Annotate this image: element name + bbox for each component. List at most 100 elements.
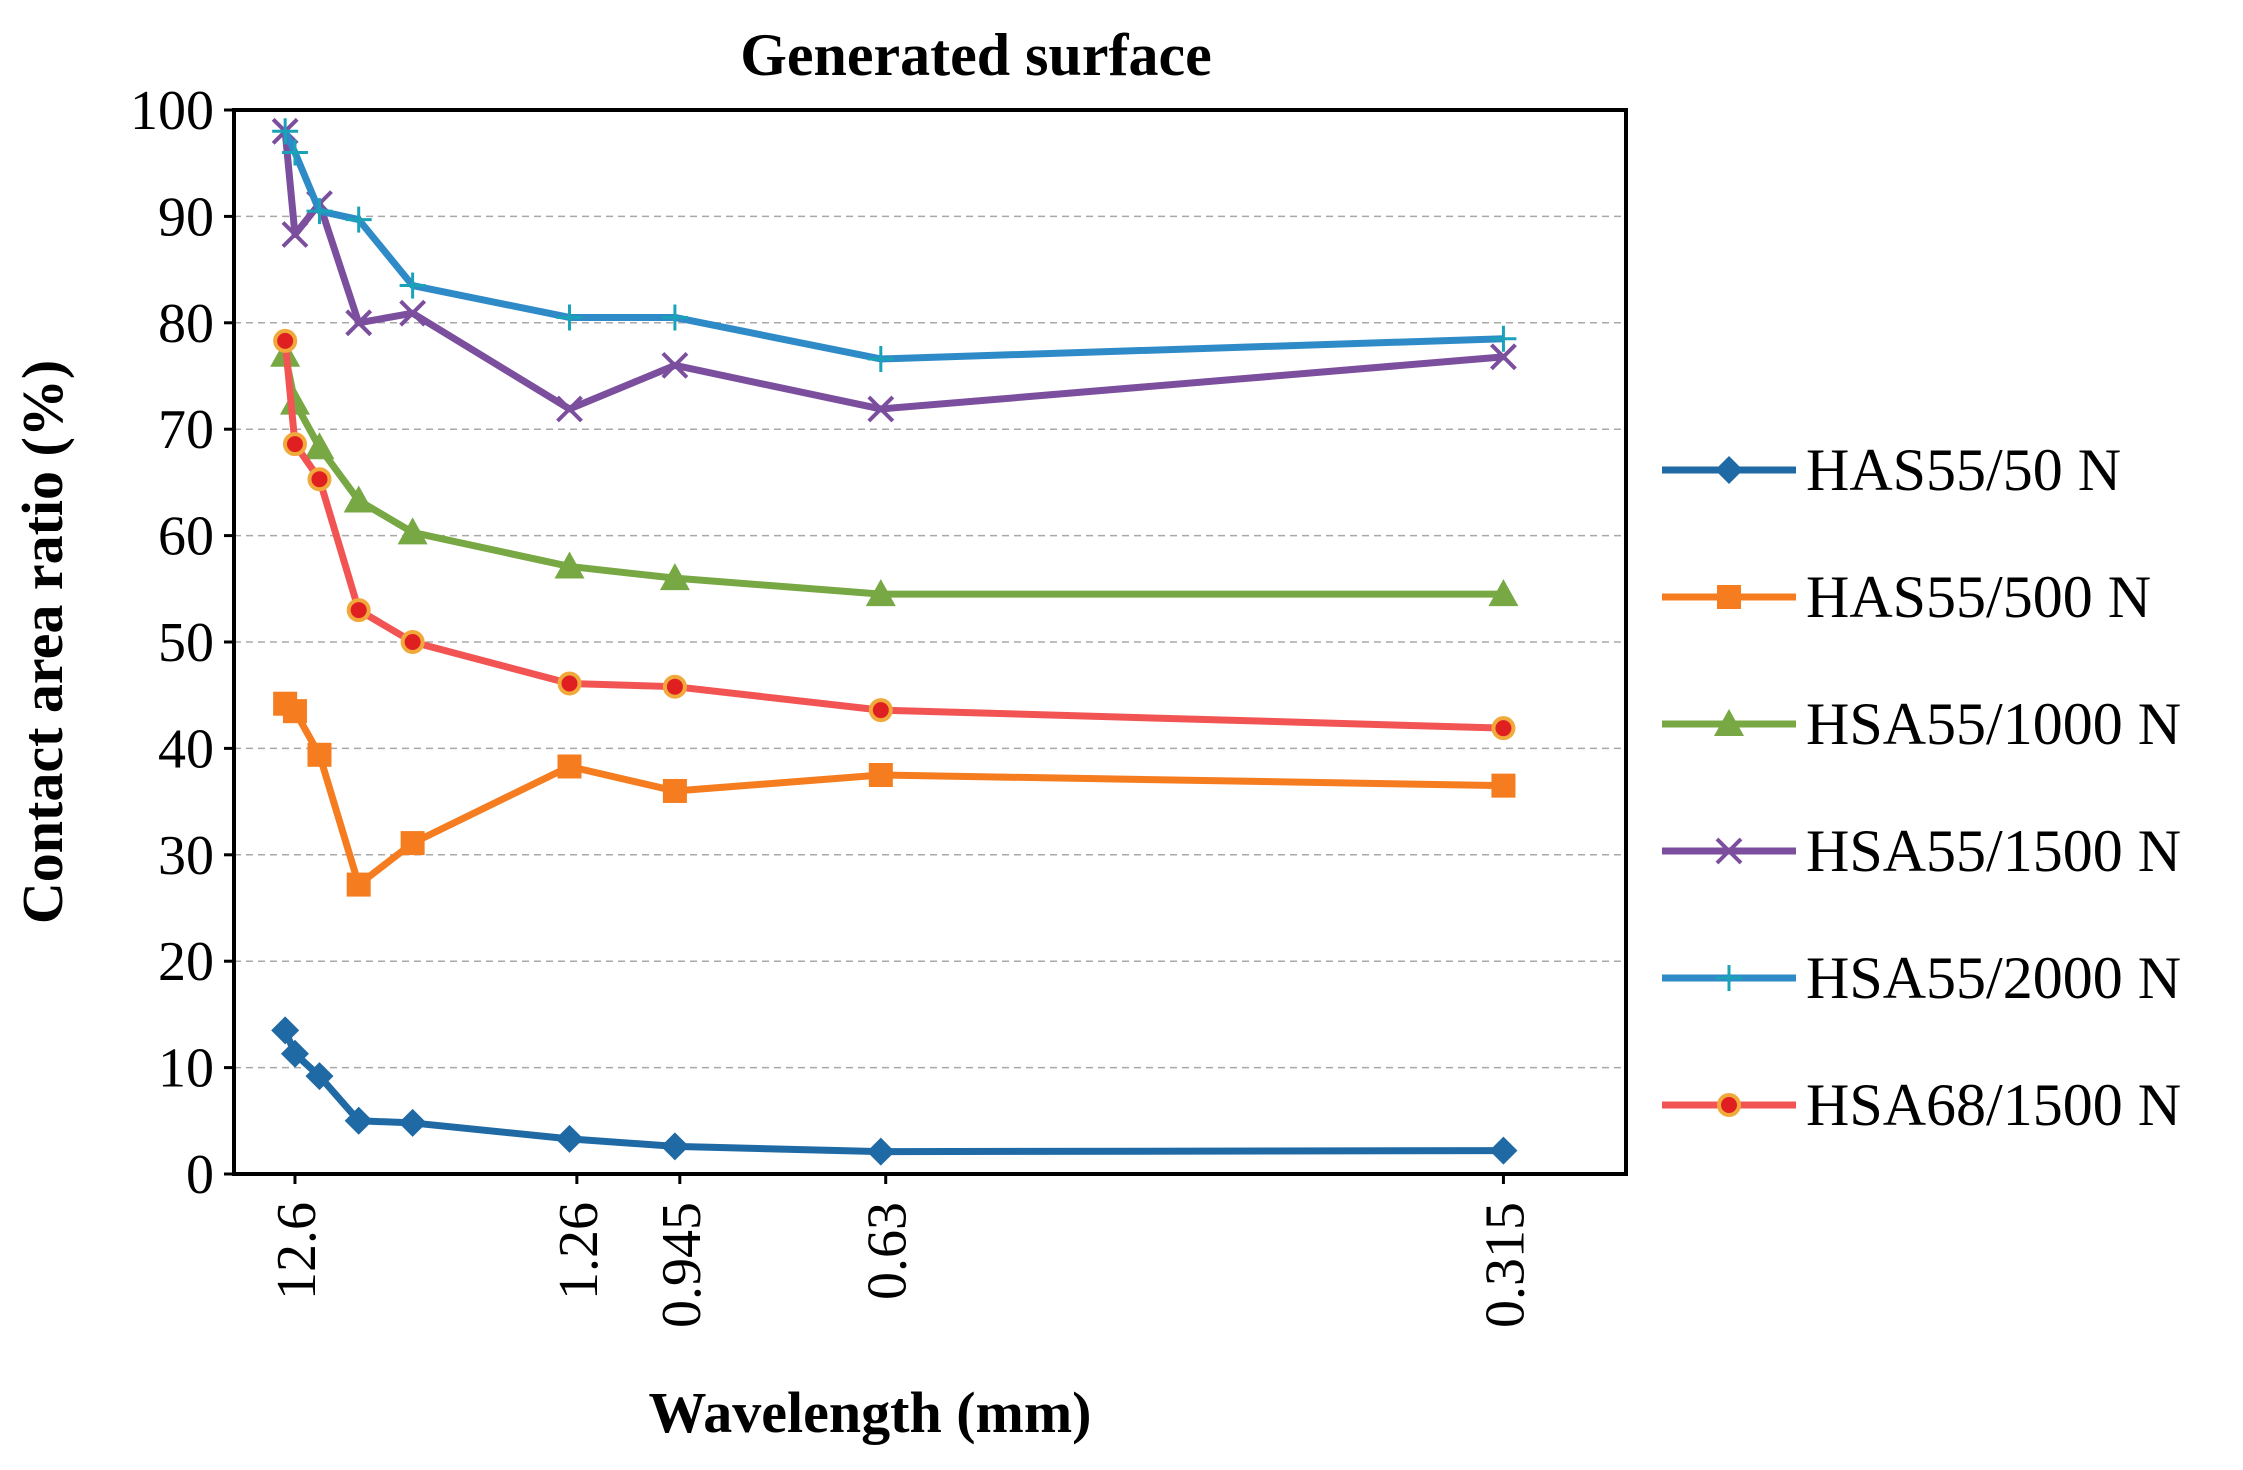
data-point — [556, 395, 583, 423]
data-point — [556, 304, 583, 331]
data-point — [399, 299, 427, 327]
chart-title: Generated surface — [740, 22, 1212, 88]
series-3 — [271, 117, 1517, 423]
y-tick-label: 70 — [158, 399, 214, 461]
data-point — [557, 671, 582, 696]
legend-marker — [1717, 585, 1741, 609]
data-point — [659, 563, 690, 591]
data-point — [398, 1108, 427, 1137]
data-point — [1490, 343, 1517, 371]
data-point — [305, 1062, 334, 1091]
data-point — [867, 395, 895, 423]
legend-label: HAS55/50 N — [1806, 437, 2121, 503]
data-point-stroke — [661, 351, 689, 379]
legend-label: HSA55/2000 N — [1806, 945, 2181, 1011]
data-point — [346, 872, 371, 897]
data-point — [281, 139, 308, 166]
legend: HAS55/50 N HAS55/500 N HSA55/1000 N HSA55/1… — [1662, 437, 2181, 1138]
legend-label: HSA55/1500 N — [1806, 818, 2181, 884]
series-layer — [270, 117, 1519, 1166]
x-tick-label: 0.63 — [857, 1202, 919, 1300]
data-point — [662, 674, 687, 699]
y-tick-label: 20 — [158, 931, 214, 993]
series-0 — [271, 1016, 1518, 1166]
y-tick-label: 30 — [158, 825, 214, 887]
data-point — [272, 118, 299, 145]
data-point — [400, 630, 425, 654]
data-point — [399, 272, 426, 299]
data-point — [866, 1137, 895, 1166]
series-line — [281, 129, 1504, 363]
data-point — [868, 763, 893, 787]
data-point — [1490, 325, 1517, 352]
data-point — [557, 754, 582, 779]
series-1 — [273, 691, 1516, 897]
series-line — [283, 700, 1504, 889]
data-point — [400, 831, 425, 856]
data-point — [1488, 579, 1519, 607]
legend-marker — [1715, 456, 1743, 484]
data-point — [306, 198, 333, 225]
data-point — [867, 345, 894, 372]
x-tick-label: 0.945 — [651, 1202, 713, 1328]
y-tick-label: 90 — [158, 186, 214, 248]
legend-label: HSA68/1500 N — [1806, 1072, 2181, 1138]
data-point — [345, 206, 372, 233]
data-point — [271, 1016, 300, 1045]
data-point — [343, 485, 374, 513]
data-point-stroke — [867, 395, 895, 423]
data-point — [660, 1132, 689, 1161]
data-point — [1491, 773, 1516, 798]
data-point — [868, 698, 893, 723]
series-line — [281, 130, 1504, 413]
data-point — [307, 742, 332, 767]
legend-label: HAS55/500 N — [1806, 564, 2151, 630]
y-tick-label: 0 — [186, 1144, 214, 1206]
legend-marker-stroke — [1715, 837, 1743, 865]
series-2 — [270, 339, 1519, 607]
data-point-stroke — [556, 395, 583, 423]
y-tick-label: 10 — [158, 1038, 214, 1100]
data-point — [1491, 716, 1516, 741]
data-point — [282, 432, 307, 457]
data-point-stroke — [345, 309, 373, 337]
series-line — [281, 1029, 1504, 1156]
series-5 — [273, 328, 1516, 741]
data-point — [307, 467, 332, 492]
data-point — [1489, 1136, 1518, 1165]
y-axis-ticks: 0 10 20 30 40 50 60 70 80 90 100 — [130, 80, 234, 1206]
y-tick-label: 40 — [158, 718, 214, 780]
data-point — [865, 579, 896, 607]
data-point-stroke — [281, 221, 309, 248]
legend-marker — [1715, 837, 1743, 865]
data-point — [344, 1106, 373, 1135]
grid-lines — [234, 215, 1626, 1069]
legend-marker — [1717, 1093, 1741, 1117]
data-point — [662, 778, 687, 803]
series-4 — [272, 118, 1517, 372]
data-point — [346, 598, 371, 623]
legend-label: HSA55/1000 N — [1806, 691, 2181, 757]
data-point — [661, 304, 688, 331]
data-point — [661, 351, 689, 379]
data-point — [273, 328, 298, 353]
data-point — [554, 551, 585, 579]
x-tick-label: 1.26 — [548, 1202, 610, 1300]
series-line — [281, 340, 1504, 732]
series-line — [281, 354, 1504, 598]
data-point-stroke — [1490, 343, 1517, 371]
y-tick-label: 100 — [130, 80, 214, 142]
data-point-stroke — [399, 299, 427, 327]
data-point — [345, 309, 373, 337]
y-tick-label: 60 — [158, 506, 214, 568]
y-tick-label: 50 — [158, 612, 214, 674]
data-point — [304, 432, 335, 460]
y-tick-label: 80 — [158, 293, 214, 355]
x-tick-label: 0.315 — [1474, 1202, 1536, 1328]
data-point — [279, 387, 310, 415]
data-point — [280, 1039, 309, 1068]
x-axis-ticks: 12.6 1.26 0.945 0.63 0.315 — [266, 1174, 1536, 1328]
y-axis-title: Contact area ratio (%) — [10, 360, 75, 924]
